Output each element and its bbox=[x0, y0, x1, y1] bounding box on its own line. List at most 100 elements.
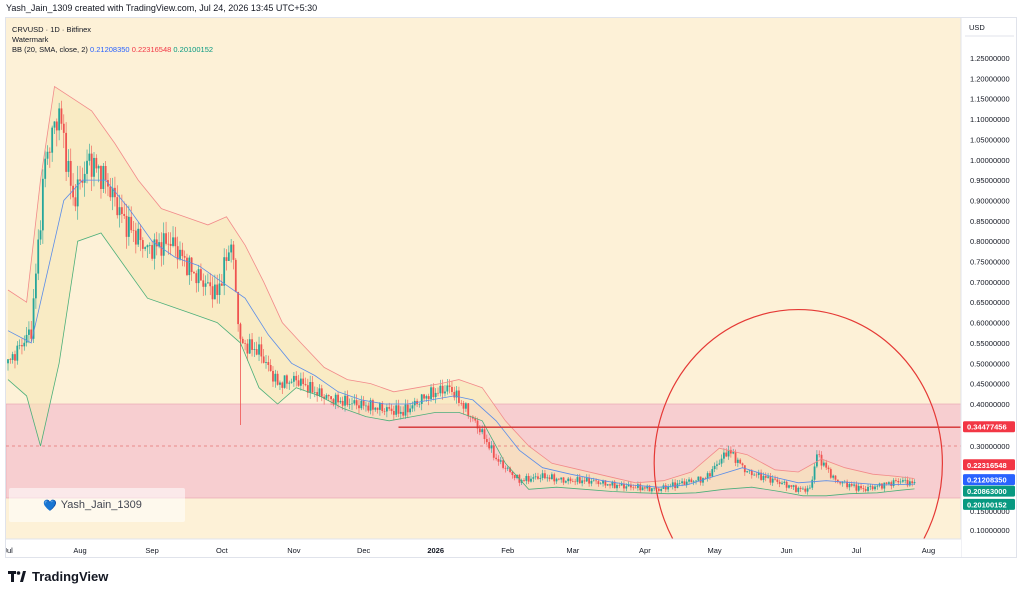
candle-body bbox=[244, 343, 246, 344]
candle-body bbox=[723, 452, 725, 459]
candle-body bbox=[279, 382, 281, 385]
candle-body bbox=[669, 486, 672, 488]
candle-body bbox=[774, 478, 776, 480]
time-axis-background bbox=[6, 539, 961, 557]
candle-body bbox=[695, 480, 697, 482]
candle-body bbox=[709, 473, 711, 477]
y-tick-label: 1.10000000 bbox=[970, 115, 1010, 124]
candle-body bbox=[274, 373, 277, 382]
candle-body bbox=[406, 404, 409, 413]
candle-body bbox=[734, 452, 737, 463]
price-label-text: 0.20863000 bbox=[967, 487, 1007, 496]
watermark-box: 💙 Yash_Jain_1309 bbox=[9, 488, 185, 522]
candle-body bbox=[599, 483, 602, 485]
candle-body bbox=[51, 127, 54, 153]
candle-body bbox=[360, 400, 363, 409]
candle-body bbox=[146, 245, 149, 248]
x-tick-label: Oct bbox=[216, 546, 229, 555]
candle-body bbox=[162, 233, 165, 256]
candle-body bbox=[690, 479, 693, 483]
candle-body bbox=[899, 481, 902, 483]
candle-body bbox=[822, 462, 825, 466]
candle-body bbox=[225, 257, 228, 261]
candle-body bbox=[901, 480, 904, 482]
candle-body bbox=[206, 282, 209, 284]
candle-body bbox=[230, 244, 233, 253]
chart-container[interactable]: USD 1.25000000 1.20000000 1.15000000 1.10000… bbox=[5, 17, 1017, 558]
candle-body bbox=[750, 470, 753, 476]
legend-bb: BB (20, SMA, close, 2) 0.21208350 0.2231… bbox=[12, 45, 213, 55]
candle-body bbox=[11, 354, 14, 360]
candle-body bbox=[418, 404, 421, 405]
candle-body bbox=[79, 179, 81, 181]
candle-body bbox=[797, 487, 800, 492]
candle-body bbox=[388, 407, 391, 409]
candle-body bbox=[330, 396, 332, 400]
candle-body bbox=[664, 485, 667, 490]
candle-body bbox=[748, 470, 751, 472]
candle-body bbox=[318, 388, 321, 396]
candle-body bbox=[69, 160, 72, 186]
candle-body bbox=[548, 477, 551, 480]
candle-body bbox=[25, 334, 28, 343]
x-tick-label: Feb bbox=[501, 546, 514, 555]
candle-body bbox=[674, 482, 676, 489]
tradingview-logo[interactable]: TradingView bbox=[8, 569, 108, 584]
candle-body bbox=[100, 166, 102, 189]
candle-body bbox=[532, 477, 535, 479]
candle-body bbox=[306, 385, 309, 393]
candle-body bbox=[813, 466, 816, 480]
candle-body bbox=[483, 429, 486, 440]
candle-body bbox=[513, 475, 516, 479]
bb-lower-line bbox=[7, 232, 915, 497]
candle-body bbox=[7, 359, 9, 364]
price-label-box bbox=[963, 421, 1015, 433]
candle-body bbox=[28, 329, 30, 335]
candle-body bbox=[116, 197, 119, 216]
candle-body bbox=[609, 484, 611, 486]
candle-body bbox=[681, 481, 683, 484]
candle-body bbox=[604, 480, 607, 486]
candle-body bbox=[181, 249, 184, 257]
candle-body bbox=[534, 476, 537, 478]
candle-body bbox=[125, 215, 128, 237]
candle-body bbox=[623, 484, 625, 489]
y-tick-label: 0.90000000 bbox=[970, 196, 1010, 205]
candle-body bbox=[574, 481, 577, 483]
candle-body bbox=[432, 387, 435, 398]
price-chart[interactable]: USD 1.25000000 1.20000000 1.15000000 1.10000… bbox=[6, 18, 1017, 558]
candle-body bbox=[334, 394, 337, 405]
x-tick-label: Aug bbox=[922, 546, 935, 555]
candle-body bbox=[834, 475, 837, 480]
candle-body bbox=[523, 480, 525, 481]
candle-body bbox=[499, 460, 502, 462]
candle-body bbox=[88, 153, 91, 161]
candle-body bbox=[297, 380, 300, 386]
candle-body bbox=[671, 482, 674, 487]
candle-body bbox=[425, 396, 428, 399]
candle-body bbox=[841, 482, 844, 484]
heart-icon: 💙 bbox=[43, 499, 57, 512]
candle-body bbox=[172, 237, 174, 246]
candle-body bbox=[530, 478, 532, 482]
candle-body bbox=[323, 396, 326, 399]
candle-body bbox=[427, 396, 430, 399]
y-tick-label: 0.70000000 bbox=[970, 278, 1010, 287]
candle-body bbox=[346, 395, 349, 405]
candle-body bbox=[137, 228, 140, 245]
candle-body bbox=[864, 489, 867, 491]
candle-body bbox=[379, 403, 381, 410]
candle-body bbox=[683, 481, 686, 485]
legend-watermark: Watermark bbox=[12, 35, 49, 44]
x-tick-label: Sep bbox=[145, 546, 158, 555]
candle-body bbox=[209, 282, 212, 287]
candle-body bbox=[634, 487, 637, 489]
price-label-text: 0.21208350 bbox=[967, 476, 1007, 485]
candle-body bbox=[446, 385, 449, 392]
candle-body bbox=[867, 486, 869, 491]
candle-body bbox=[836, 479, 839, 483]
candle-body bbox=[72, 185, 74, 198]
candle-body bbox=[809, 487, 811, 489]
candle-body bbox=[397, 405, 400, 414]
candle-body bbox=[727, 449, 730, 457]
